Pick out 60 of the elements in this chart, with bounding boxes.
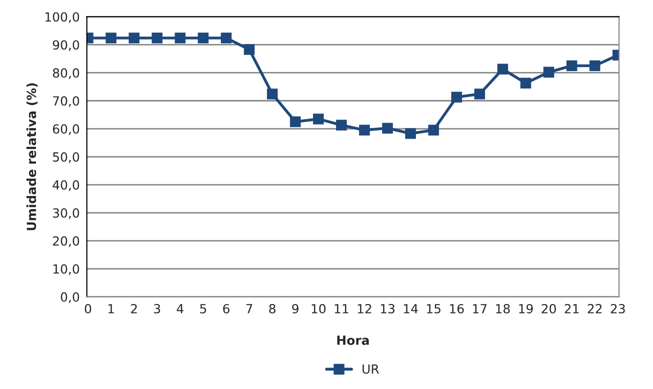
point: [266, 88, 278, 100]
y-tick-label: 60,0: [52, 124, 80, 135]
x-axis-title: Hora: [337, 336, 369, 345]
y-tick-label: 100,0: [45, 12, 80, 23]
point: [336, 120, 347, 130]
x-tick-label: 0: [84, 304, 92, 314]
x-tick-label: 23: [610, 304, 625, 314]
y-tick-label: 70,0: [53, 96, 80, 107]
point: [174, 32, 186, 44]
point: [428, 124, 439, 136]
y-tick-label: 30,0: [53, 208, 80, 219]
x-tick-label: 17: [473, 304, 487, 314]
point: [474, 88, 486, 100]
x-tick-label: 10: [312, 304, 326, 314]
x-tick-label: 20: [542, 304, 556, 314]
point: [128, 32, 140, 44]
legend-label: UR: [362, 364, 380, 374]
y-tick-label: 20,0: [52, 236, 80, 247]
y-tick-label: 50,0: [53, 152, 80, 163]
x-tick-label: 22: [588, 304, 602, 314]
point: [405, 128, 416, 139]
y-tick-label: 0,0: [60, 292, 80, 304]
point: [244, 44, 255, 55]
point: [359, 124, 370, 136]
point: [589, 60, 600, 72]
point: [220, 32, 232, 44]
x-tick-label: 9: [292, 304, 298, 314]
x-tick-label: 6: [223, 304, 230, 314]
point: [382, 122, 393, 134]
x-tick-label: 16: [450, 304, 464, 314]
point: [520, 78, 532, 88]
x-tick-label: 15: [427, 304, 440, 314]
x-tick-label: 21: [564, 304, 579, 314]
x-tick-label: 18: [496, 304, 510, 314]
x-tick-label: 2: [131, 304, 137, 314]
point: [106, 32, 116, 44]
x-tick-label: 13: [380, 304, 394, 314]
x-tick-label: 3: [154, 304, 160, 314]
x-tick-label: 19: [519, 304, 533, 314]
point: [198, 32, 209, 44]
x-tick-label: 5: [200, 304, 206, 314]
y-tick-label: 90,0: [52, 40, 80, 51]
y-tick-label: 80,0: [52, 68, 80, 79]
y-tick-label: 10,0: [53, 264, 80, 275]
x-tick-label: 4: [176, 304, 184, 314]
x-tick-label: 12: [358, 304, 372, 314]
point: [152, 32, 162, 44]
x-tick-label: 1: [108, 304, 114, 314]
y-axis-title: Umidade relativa (%): [26, 83, 38, 230]
x-tick-label: 7: [246, 304, 252, 314]
y-tick-label: 40,0: [52, 180, 80, 191]
point: [497, 64, 508, 74]
x-tick-label: 11: [334, 304, 348, 314]
x-tick-label: 14: [404, 304, 418, 314]
point: [566, 60, 578, 72]
point: [290, 116, 301, 128]
point: [543, 66, 554, 78]
point: [451, 92, 462, 102]
x-tick-label: 8: [269, 304, 276, 314]
point: [313, 114, 324, 124]
